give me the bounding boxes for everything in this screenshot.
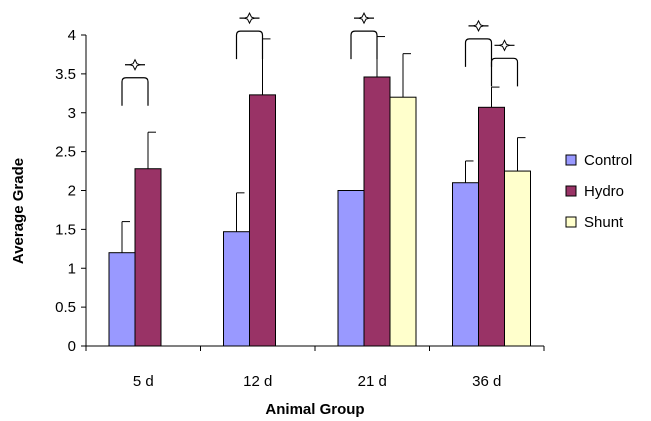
bar-control-5d	[108, 252, 136, 347]
legend-swatch-shunt	[565, 216, 577, 228]
significance-star-icon	[125, 58, 145, 71]
y-axis-title: Average Grade	[10, 158, 27, 264]
y-tick-label: 1.5	[55, 221, 76, 238]
bars	[108, 76, 531, 347]
significance-bracket	[490, 57, 519, 87]
significance-bracket	[464, 38, 493, 67]
x-tick-label: 12 d	[243, 373, 272, 390]
x-tick-label: 36 d	[472, 373, 501, 390]
legend-label-control: Control	[584, 152, 632, 169]
bar-shunt-21d	[389, 96, 417, 347]
y-tick-label: 3.5	[55, 66, 76, 83]
y-axis: 0 0.5 1 1.5 2 2.5 3 3.5 4	[55, 27, 87, 355]
bar-shunt-36d	[504, 170, 531, 347]
bar-control-36d	[452, 182, 479, 347]
significance-star-icon	[468, 19, 489, 33]
bar-control-12d	[223, 231, 250, 347]
x-tick-label: 5 d	[133, 373, 154, 390]
y-tick-label: 0.5	[55, 299, 76, 316]
significance-star-icon	[494, 39, 515, 52]
y-tick-label: 0	[68, 338, 76, 355]
significance-brackets	[121, 11, 519, 106]
bar-hydro-5d	[134, 168, 162, 347]
y-tick-label: 3	[68, 105, 76, 122]
x-tick-label: 21 d	[358, 373, 387, 390]
legend-swatch-control	[565, 154, 577, 166]
legend-label-hydro: Hydro	[584, 183, 624, 200]
y-tick-label: 2.5	[55, 144, 76, 161]
bar-hydro-21d	[363, 76, 391, 347]
significance-bracket	[235, 30, 264, 60]
significance-star-icon	[239, 11, 260, 25]
x-axis-title: Animal Group	[265, 401, 364, 418]
legend-label-shunt: Shunt	[584, 214, 624, 231]
bar-control-21d	[337, 190, 365, 347]
bar-hydro-36d	[478, 106, 505, 347]
y-tick-label: 4	[68, 27, 76, 44]
y-tick-label: 2	[68, 183, 76, 200]
significance-bracket	[350, 30, 378, 60]
bar-hydro-12d	[249, 94, 276, 347]
legend-swatch-hydro	[565, 185, 577, 197]
x-axis: 5 d 12 d 21 d 36 d	[85, 345, 545, 390]
legend: Control Hydro Shunt	[565, 152, 632, 231]
significance-star-icon	[354, 11, 374, 25]
y-tick-label: 1	[68, 260, 76, 277]
significance-bracket	[121, 77, 149, 106]
